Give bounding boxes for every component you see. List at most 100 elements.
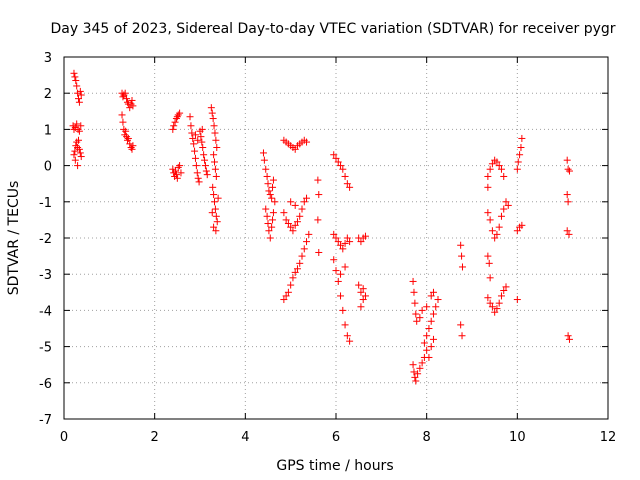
data-point xyxy=(123,133,131,141)
data-point xyxy=(203,171,211,179)
data-point xyxy=(416,364,424,372)
data-point xyxy=(563,227,571,235)
data-point xyxy=(260,156,268,164)
data-point xyxy=(70,69,78,77)
data-point xyxy=(343,234,351,242)
data-point xyxy=(284,220,292,228)
data-point xyxy=(71,156,79,164)
data-point xyxy=(287,223,295,231)
y-tick-label: 1 xyxy=(44,123,52,138)
data-point xyxy=(493,158,501,166)
data-point xyxy=(411,373,419,381)
data-point xyxy=(425,353,433,361)
data-point xyxy=(359,296,367,304)
data-point xyxy=(172,167,180,175)
data-point xyxy=(341,172,349,180)
data-point xyxy=(126,140,134,148)
data-point xyxy=(337,241,345,249)
data-point xyxy=(208,209,216,217)
data-point xyxy=(70,151,78,159)
data-point xyxy=(124,134,132,142)
data-point xyxy=(429,335,437,343)
data-point xyxy=(484,252,492,260)
data-point xyxy=(427,343,435,351)
data-point xyxy=(186,113,194,121)
data-point xyxy=(298,205,306,213)
data-point xyxy=(174,111,182,119)
x-tick-label: 10 xyxy=(509,430,526,445)
data-point xyxy=(339,306,347,314)
data-point xyxy=(414,370,422,378)
data-point xyxy=(129,102,137,110)
data-point xyxy=(343,332,351,340)
data-point xyxy=(119,93,127,101)
data-point xyxy=(169,125,177,133)
data-point xyxy=(282,292,290,300)
data-point xyxy=(337,292,345,300)
data-point xyxy=(198,125,206,133)
data-point xyxy=(357,303,365,311)
data-point xyxy=(493,230,501,238)
data-point xyxy=(194,136,202,144)
x-tick-label: 4 xyxy=(241,430,249,445)
data-point xyxy=(213,144,221,151)
data-point xyxy=(123,95,131,103)
data-point xyxy=(191,131,199,139)
data-point xyxy=(420,339,428,347)
data-point xyxy=(171,118,179,126)
data-point xyxy=(120,91,128,99)
data-point xyxy=(303,138,311,146)
data-point xyxy=(121,89,129,97)
data-point xyxy=(269,216,277,224)
data-point xyxy=(172,115,180,123)
data-point xyxy=(434,296,442,304)
data-point xyxy=(75,127,83,135)
data-point xyxy=(332,267,340,275)
data-point xyxy=(315,248,323,256)
data-point xyxy=(211,198,219,206)
data-point xyxy=(361,232,369,240)
data-point xyxy=(303,238,311,246)
data-point xyxy=(200,151,208,159)
data-point xyxy=(513,165,521,173)
data-point xyxy=(284,288,292,296)
data-point xyxy=(119,118,127,126)
data-point xyxy=(77,153,85,161)
data-point xyxy=(339,165,347,173)
data-point xyxy=(214,194,222,202)
chart-title: Day 345 of 2023, Sidereal Day-to-day VTE… xyxy=(50,21,615,37)
data-point xyxy=(289,274,297,282)
data-point xyxy=(563,156,571,164)
data-point xyxy=(75,98,83,106)
data-point xyxy=(486,299,494,307)
data-point xyxy=(291,145,299,153)
data-point xyxy=(262,165,270,173)
y-tick-label: -2 xyxy=(39,232,52,247)
data-point xyxy=(484,209,492,217)
data-point xyxy=(412,377,420,385)
data-point xyxy=(266,191,274,199)
data-point xyxy=(565,230,573,238)
data-point xyxy=(337,270,345,278)
y-tick-label: 3 xyxy=(44,51,52,66)
data-point xyxy=(500,286,508,294)
data-point xyxy=(129,142,137,150)
data-point xyxy=(497,292,505,300)
data-point xyxy=(211,205,219,213)
data-point xyxy=(211,165,219,173)
data-point xyxy=(188,129,196,137)
data-point xyxy=(484,294,492,302)
data-point xyxy=(269,176,277,184)
data-point xyxy=(491,234,499,242)
data-point xyxy=(210,223,218,231)
data-point xyxy=(361,292,369,300)
data-point xyxy=(280,209,288,217)
x-tick-label: 0 xyxy=(60,430,68,445)
data-point xyxy=(332,234,340,242)
y-axis-label: SDTVAR / TECUs xyxy=(6,181,22,296)
data-point xyxy=(201,156,209,164)
data-point xyxy=(339,245,347,253)
data-point xyxy=(337,162,345,170)
data-point xyxy=(518,221,526,229)
data-point xyxy=(187,122,195,130)
